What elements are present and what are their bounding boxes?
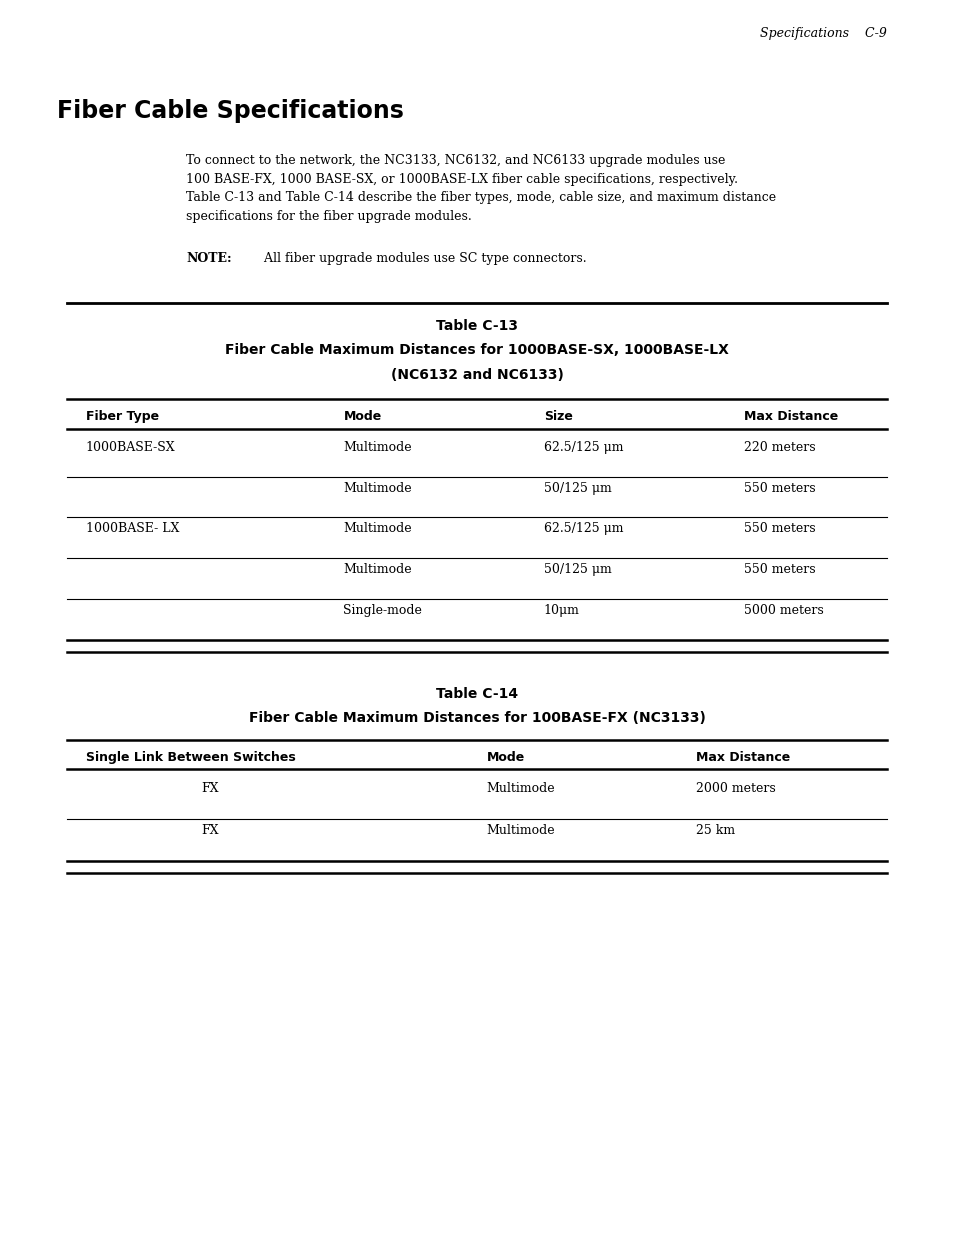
Text: (NC6132 and NC6133): (NC6132 and NC6133): [390, 368, 563, 382]
Text: Fiber Type: Fiber Type: [86, 410, 159, 424]
Text: All fiber upgrade modules use SC type connectors.: All fiber upgrade modules use SC type co…: [255, 252, 586, 266]
Text: 10μm: 10μm: [543, 604, 579, 618]
Text: 1000BASE- LX: 1000BASE- LX: [86, 522, 179, 536]
Text: Multimode: Multimode: [343, 441, 412, 454]
Text: 550 meters: 550 meters: [743, 522, 815, 536]
Text: Multimode: Multimode: [343, 522, 412, 536]
Text: Single-mode: Single-mode: [343, 604, 422, 618]
Text: 220 meters: 220 meters: [743, 441, 815, 454]
Text: NOTE:: NOTE:: [186, 252, 232, 266]
Text: Max Distance: Max Distance: [743, 410, 838, 424]
Text: 2000 meters: 2000 meters: [696, 782, 776, 795]
Text: Multimode: Multimode: [486, 824, 555, 837]
Text: FX: FX: [201, 824, 218, 837]
Text: FX: FX: [201, 782, 218, 795]
Text: 5000 meters: 5000 meters: [743, 604, 823, 618]
Text: 550 meters: 550 meters: [743, 482, 815, 495]
Text: Specifications    C-9: Specifications C-9: [760, 27, 886, 41]
Text: Table C-13: Table C-13: [436, 319, 517, 332]
Text: 550 meters: 550 meters: [743, 563, 815, 577]
Text: 62.5/125 μm: 62.5/125 μm: [543, 522, 622, 536]
Text: Size: Size: [543, 410, 572, 424]
Text: Max Distance: Max Distance: [696, 751, 790, 764]
Text: 25 km: 25 km: [696, 824, 735, 837]
Text: 50/125 μm: 50/125 μm: [543, 563, 611, 577]
Text: Fiber Cable Maximum Distances for 100BASE-FX (NC3133): Fiber Cable Maximum Distances for 100BAS…: [249, 711, 704, 725]
Text: To connect to the network, the NC3133, NC6132, and NC6133 upgrade modules use
10: To connect to the network, the NC3133, N…: [186, 154, 776, 222]
Text: 62.5/125 μm: 62.5/125 μm: [543, 441, 622, 454]
Text: Mode: Mode: [343, 410, 381, 424]
Text: Fiber Cable Maximum Distances for 1000BASE-SX, 1000BASE-LX: Fiber Cable Maximum Distances for 1000BA…: [225, 343, 728, 357]
Text: Multimode: Multimode: [486, 782, 555, 795]
Text: Table C-14: Table C-14: [436, 687, 517, 700]
Text: Fiber Cable Specifications: Fiber Cable Specifications: [57, 99, 404, 122]
Text: Mode: Mode: [486, 751, 524, 764]
Text: Multimode: Multimode: [343, 482, 412, 495]
Text: 1000BASE-SX: 1000BASE-SX: [86, 441, 175, 454]
Text: Single Link Between Switches: Single Link Between Switches: [86, 751, 295, 764]
Text: Multimode: Multimode: [343, 563, 412, 577]
Text: 50/125 μm: 50/125 μm: [543, 482, 611, 495]
